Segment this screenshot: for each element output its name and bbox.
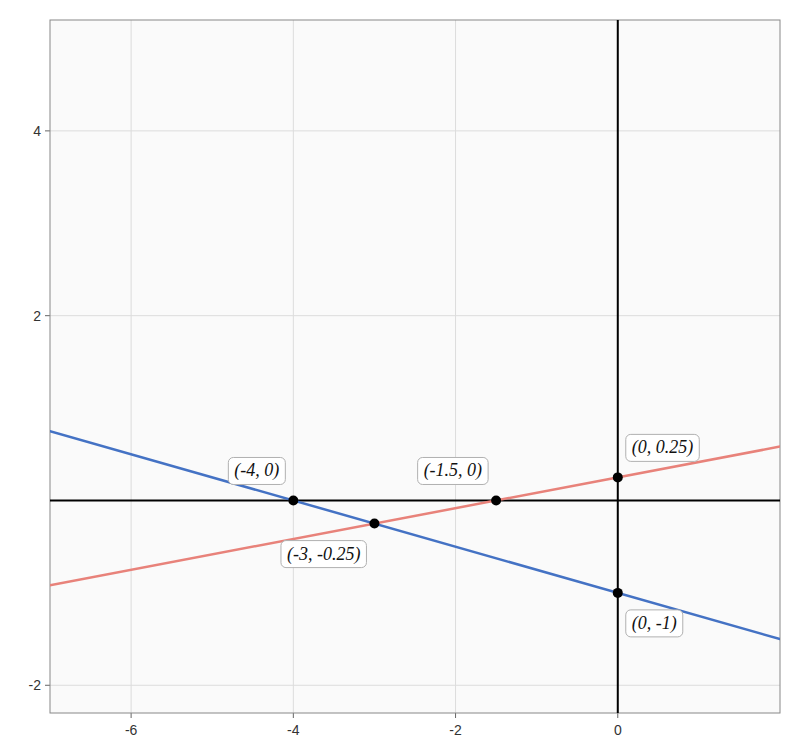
line	[50, 431, 780, 639]
annotation-text: (0, -1)	[632, 613, 677, 634]
x-grid-line	[293, 20, 294, 713]
y-tick-label: 4	[33, 123, 41, 139]
annotation-text: (0, 0.25)	[632, 437, 694, 458]
y-grid-line	[50, 130, 780, 131]
annotation-box	[626, 434, 700, 461]
x-grid-line	[455, 20, 456, 713]
annotation-box	[281, 541, 366, 568]
annotation: (-3, -0.25)	[281, 541, 366, 568]
point	[491, 495, 501, 505]
annotation: (0, -1)	[626, 610, 683, 637]
tick-labels: -6 -4 -2 0 -2 2 4	[29, 123, 622, 738]
zero-axes	[50, 20, 780, 713]
y-tick-label: 2	[33, 308, 41, 324]
annotations: (-4, 0) (-1.5, 0) (0, 0.25) (-3, -0.25) (0, …	[228, 434, 699, 637]
x-zero-axis	[50, 499, 780, 501]
point	[613, 472, 623, 482]
x-grid-line	[131, 20, 132, 713]
annotation: (0, 0.25)	[626, 434, 700, 461]
y-grid-line	[50, 685, 780, 686]
x-tick	[455, 713, 456, 718]
annotation-text: (-4, 0)	[234, 460, 279, 481]
annotation-box	[626, 610, 683, 637]
y-zero-axis	[617, 20, 619, 713]
x-tick	[131, 713, 132, 718]
y-grid-line	[50, 315, 780, 316]
annotation-text: (-1.5, 0)	[424, 460, 482, 481]
chart: -6 -4 -2 0 -2 2 4 (-4, 0) (-1.5, 0) (0, 0.25) (-3,…	[0, 0, 800, 753]
marks	[50, 431, 780, 639]
plot-background	[50, 20, 780, 713]
x-tick-label: -6	[125, 722, 138, 738]
y-tick	[45, 130, 50, 131]
y-tick	[45, 315, 50, 316]
point	[369, 519, 379, 529]
x-tick-label: -2	[449, 722, 462, 738]
x-grid-line	[617, 20, 618, 713]
y-tick-label: -2	[29, 677, 42, 693]
x-tick-label: -4	[287, 722, 300, 738]
annotation: (-1.5, 0)	[418, 457, 488, 484]
grid	[50, 20, 780, 713]
x-tick	[293, 713, 294, 718]
point	[288, 495, 298, 505]
line	[50, 447, 780, 586]
annotation: (-4, 0)	[228, 457, 285, 484]
annotation-box	[418, 457, 488, 484]
x-tick	[617, 713, 618, 718]
y-tick	[45, 685, 50, 686]
plot-frame	[50, 20, 780, 713]
x-tick-label: 0	[614, 722, 622, 738]
point	[613, 588, 623, 598]
annotation-text: (-3, -0.25)	[287, 544, 360, 565]
annotation-box	[228, 457, 285, 484]
